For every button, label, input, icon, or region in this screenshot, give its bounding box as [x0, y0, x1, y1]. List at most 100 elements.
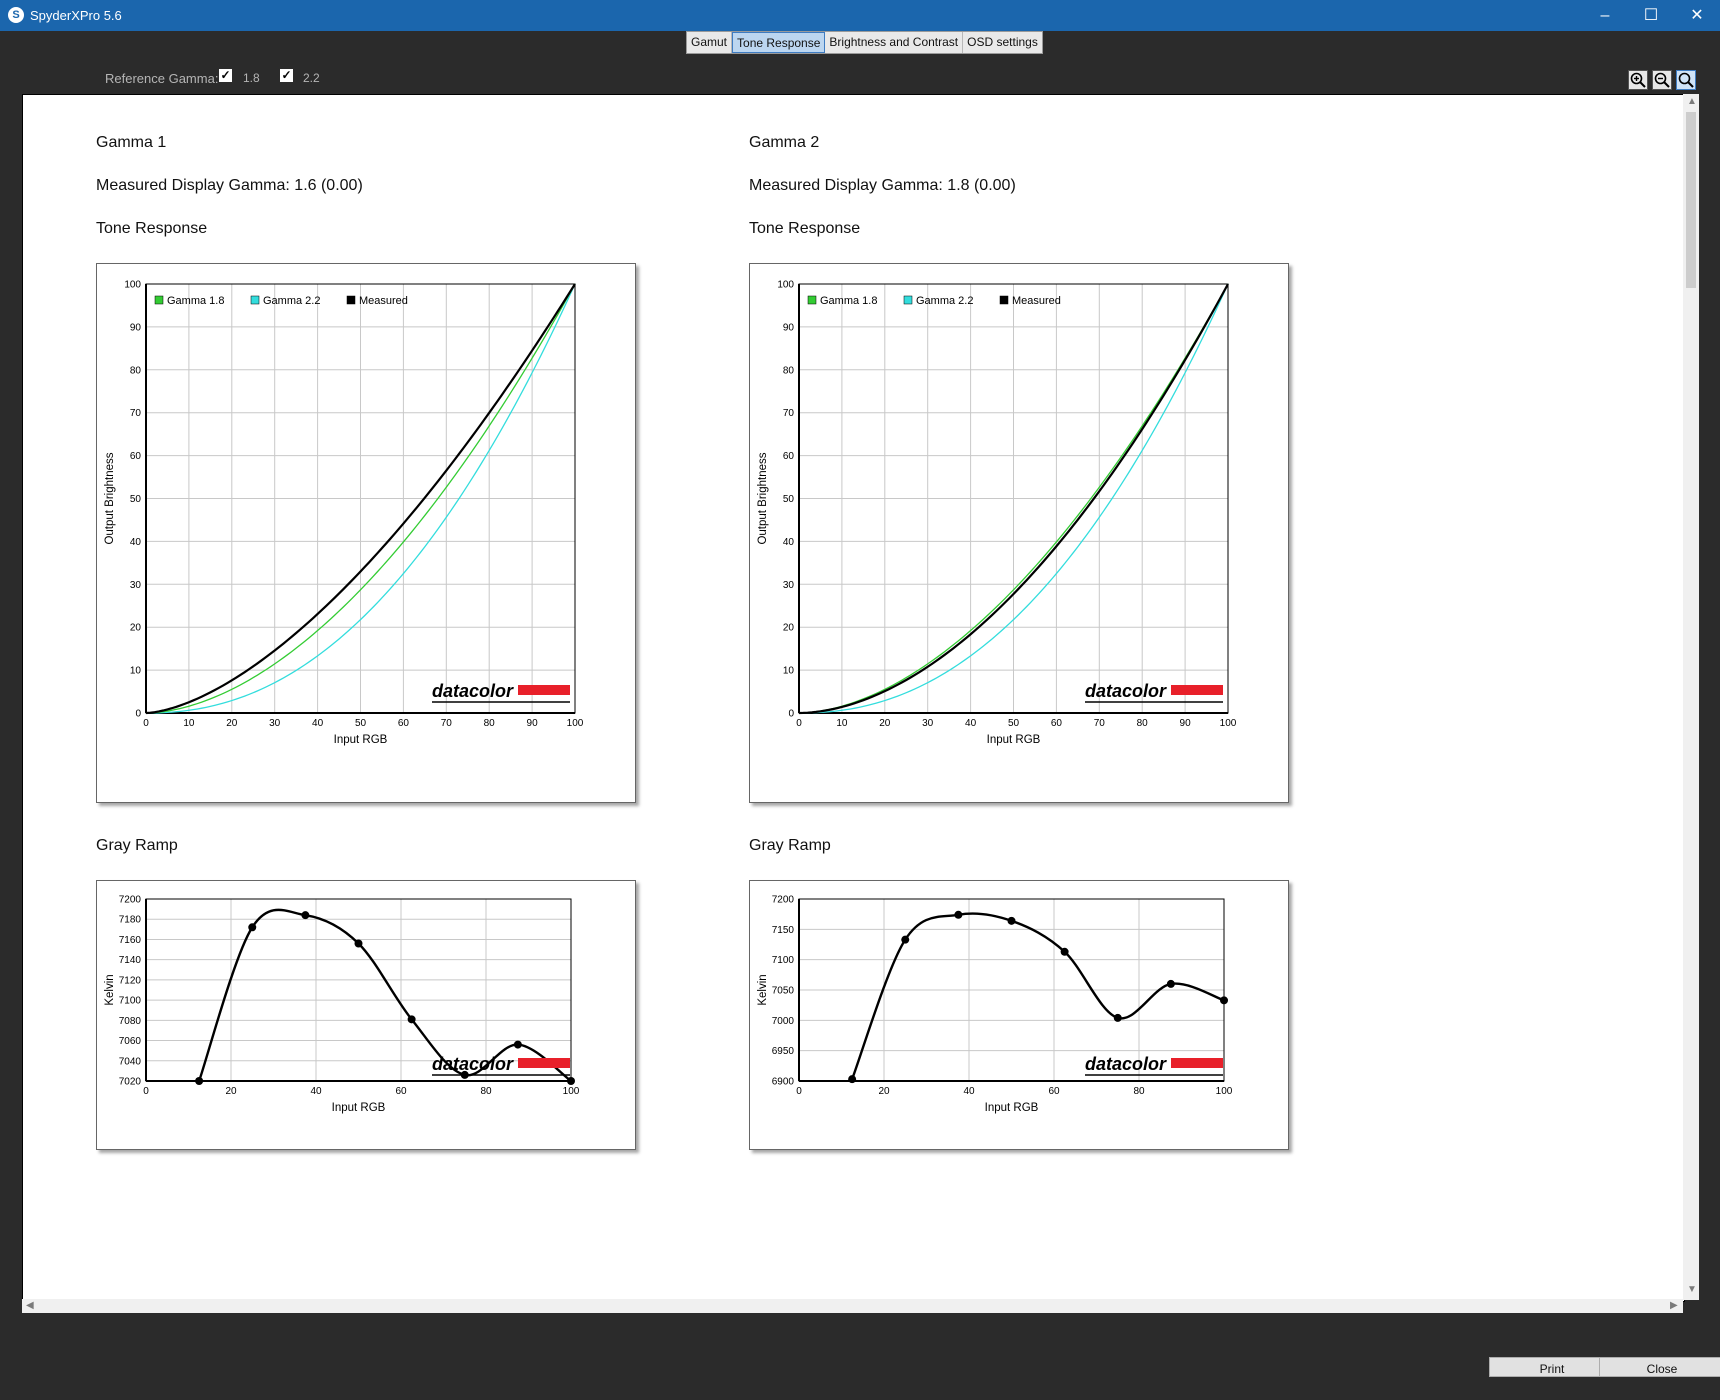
legend-label: Gamma 2.2 [263, 295, 320, 307]
gray-ramp-svg-1: 0 20 40 60 80 100 7020 7040 7060 7080 7100 7120 7140… [104, 895, 580, 1115]
x-tick-label: 50 [355, 718, 367, 729]
data-point [301, 911, 310, 920]
data-point [1007, 916, 1016, 925]
scroll-right-icon[interactable]: ▶ [1670, 1300, 1678, 1311]
y-tick-label: 7180 [119, 915, 142, 926]
y-tick-label: 7050 [772, 986, 795, 997]
x-axis-label: Input RGB [332, 1102, 386, 1114]
tab-gamut[interactable]: Gamut [687, 32, 733, 53]
y-tick-label: 7200 [772, 895, 795, 906]
legend-label: Measured [1012, 295, 1061, 307]
series-line-measured [145, 283, 576, 715]
scroll-up-icon[interactable]: ▲ [1687, 96, 1697, 107]
legend-swatch [154, 295, 164, 305]
gamma-22-checkbox[interactable]: ✓ [280, 68, 293, 82]
data-point [248, 923, 257, 932]
close-icon[interactable]: ✕ [1690, 7, 1704, 24]
series-line-gamma-2-2 [145, 283, 576, 714]
datacolor-logo-bar [1171, 1058, 1223, 1068]
x-tick-label: 0 [796, 1086, 802, 1097]
tab-tone-response[interactable]: Tone Response [732, 32, 826, 53]
legend-swatch [250, 295, 260, 305]
tab-strip: Gamut Tone Response Brightness and Contr… [686, 31, 1043, 54]
y-tick-label: 30 [783, 580, 795, 591]
data-point [1220, 996, 1228, 1005]
x-tick-label: 60 [395, 1086, 407, 1097]
maximize-icon[interactable]: ☐ [1643, 7, 1659, 24]
reference-gamma-label: Reference Gamma: [105, 71, 219, 86]
tab-brightness-contrast[interactable]: Brightness and Contrast [825, 32, 964, 53]
title-bar: S SpyderXPro 5.6 – ☐ ✕ [0, 0, 1720, 31]
data-point [1060, 947, 1069, 956]
tab-osd-settings[interactable]: OSD settings [967, 35, 1038, 49]
x-tick-label: 40 [963, 1086, 975, 1097]
x-tick-label: 80 [484, 718, 496, 729]
panel-2-title: Gamma 2 [749, 134, 820, 151]
datacolor-logo-text: datacolor [432, 681, 514, 701]
x-tick-label: 30 [922, 718, 934, 729]
zoom-out-icon[interactable] [1652, 70, 1672, 90]
x-tick-label: 10 [183, 718, 195, 729]
datacolor-logo-text: datacolor [1085, 1054, 1167, 1074]
gamma-18-checkbox[interactable]: ✓ [219, 68, 232, 82]
gamma-18-label: 1.8 [243, 71, 260, 85]
legend-swatch [999, 295, 1009, 305]
series-line-gamma-2-2 [798, 283, 1229, 714]
close-button[interactable]: Close [1599, 1357, 1720, 1377]
y-axis-label: Output Brightness [104, 452, 116, 544]
y-tick-label: 7000 [772, 1016, 795, 1027]
legend-swatch [807, 295, 817, 305]
scroll-left-icon[interactable]: ◀ [26, 1300, 34, 1311]
legend-label: Gamma 2.2 [916, 295, 973, 307]
gray-ramp-chart-1: 0 20 40 60 80 100 7020 7040 7060 7080 7100 7120 7140… [96, 880, 636, 1150]
x-tick-label: 20 [225, 1086, 237, 1097]
horizontal-scrollbar[interactable]: ◀ ▶ [22, 1299, 1683, 1313]
data-point [567, 1077, 575, 1085]
y-tick-label: 50 [783, 494, 795, 505]
x-axis-label: Input RGB [334, 734, 388, 746]
y-tick-label: 7160 [119, 935, 142, 946]
x-tick-label: 20 [879, 718, 891, 729]
minimize-icon[interactable]: – [1600, 7, 1610, 24]
x-axis-label: Input RGB [987, 734, 1041, 746]
legend-label: Measured [359, 295, 408, 307]
tone-response-svg-1: 0 10 20 30 40 50 60 70 80 90 100 0 10 20 30 40 50 60 70 80 9… [104, 280, 584, 747]
y-tick-label: 60 [130, 451, 142, 462]
print-button[interactable]: Print [1489, 1357, 1615, 1377]
panel-1-measured-gamma: Measured Display Gamma: 1.6 (0.00) [96, 177, 363, 194]
panel-1-ramp-heading: Gray Ramp [96, 837, 178, 854]
data-point [195, 1077, 204, 1085]
x-tick-label: 100 [563, 1086, 580, 1097]
tone-response-svg-2: 0 10 20 30 40 50 60 70 80 90 100 0 10 20 30 40 50 60 70 80 9… [757, 280, 1237, 747]
y-tick-label: 7060 [119, 1036, 142, 1047]
x-tick-label: 40 [312, 718, 324, 729]
y-tick-label: 7120 [119, 975, 142, 986]
vertical-scrollbar[interactable]: ▲ ▼ [1683, 94, 1699, 1300]
zoom-in-icon[interactable] [1628, 70, 1648, 90]
y-tick-label: 20 [783, 623, 795, 634]
gray-ramp-chart-2: 0 20 40 60 80 100 6900 6950 7000 7050 7100 7150 7200… [749, 880, 1289, 1150]
data-point [460, 1070, 469, 1079]
x-tick-label: 60 [1051, 718, 1063, 729]
x-tick-label: 90 [1180, 718, 1192, 729]
data-point [848, 1075, 857, 1084]
scroll-down-icon[interactable]: ▼ [1687, 1284, 1697, 1295]
tone-response-chart-1: 0 10 20 30 40 50 60 70 80 90 100 0 10 20 30 40 50 60 70 80 9… [96, 263, 636, 803]
y-tick-label: 90 [130, 322, 142, 333]
x-tick-label: 0 [143, 718, 149, 729]
y-tick-label: 10 [130, 666, 142, 677]
gray-ramp-line [851, 912, 1225, 1080]
datacolor-logo-text: datacolor [1085, 681, 1167, 701]
zoom-fit-icon[interactable] [1676, 70, 1696, 90]
y-tick-label: 50 [130, 494, 142, 505]
data-point [1166, 979, 1175, 988]
y-tick-label: 10 [783, 666, 795, 677]
x-tick-label: 20 [226, 718, 238, 729]
y-tick-label: 80 [783, 365, 795, 376]
legend-swatch [346, 295, 356, 305]
y-tick-label: 70 [130, 408, 142, 419]
y-tick-label: 7020 [119, 1077, 142, 1088]
legend-label: Gamma 1.8 [167, 295, 224, 307]
y-axis-label: Output Brightness [757, 452, 769, 544]
vertical-scroll-thumb[interactable] [1686, 112, 1696, 288]
